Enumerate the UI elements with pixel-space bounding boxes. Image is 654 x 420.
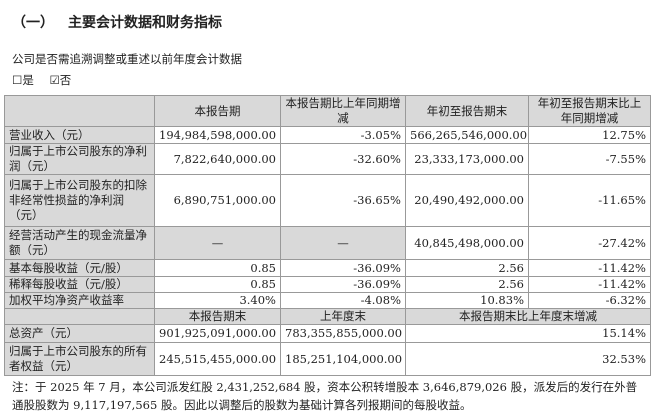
cell: 15.14%	[405, 324, 651, 343]
row-label: 归属于上市公司股东的所有者权益（元）	[4, 342, 155, 376]
cell: 2.56	[405, 259, 529, 277]
cell: -11.42%	[528, 276, 651, 293]
restatement-question: 公司是否需追溯调整或重述以前年度会计数据	[12, 52, 242, 66]
cell: -6.32%	[528, 292, 651, 309]
cell: 12.75%	[528, 126, 651, 144]
cell: -4.08%	[280, 292, 406, 309]
table-row: 加权平均净资产收益率 3.40% -4.08% 10.83% -6.32%	[4, 292, 651, 309]
cell: 32.53%	[405, 342, 651, 376]
cell: 23,333,173,000.00	[405, 143, 529, 175]
cell: -32.60%	[280, 143, 406, 175]
cell: -3.05%	[280, 126, 406, 144]
cell: 3.40%	[154, 292, 281, 309]
header-cell: 本报告期末	[154, 308, 281, 325]
cell: 10.83%	[405, 292, 529, 309]
section-number: （一）	[12, 15, 54, 31]
footnote: 注：于 2025 年 7 月，本公司派发红股 2,431,252,684 股，资…	[12, 380, 638, 412]
table-row: 总资产（元） 901,925,091,000.00 783,355,855,00…	[4, 324, 651, 343]
cell: -36.65%	[280, 174, 406, 227]
cell: -11.42%	[528, 259, 651, 277]
row-label: 归属于上市公司股东的扣除非经常性损益的净利润（元）	[4, 174, 155, 227]
checked-box-icon: ☑	[49, 73, 60, 87]
cell: 783,355,855,000.00	[280, 324, 406, 343]
row-label: 经营活动产生的现金流量净额（元）	[4, 226, 155, 260]
cell: —	[154, 226, 281, 260]
cell: 6,890,751,000.00	[154, 174, 281, 227]
cell: -36.09%	[280, 276, 406, 293]
row-label: 营业收入（元）	[4, 126, 155, 144]
section-title-text: 主要会计数据和财务指标	[68, 15, 222, 31]
cell: -27.42%	[528, 226, 651, 260]
table-header-row: 本报告期 本报告期比上年同期增减 年初至报告期末 年初至报告期末比上年同期增减	[4, 95, 651, 127]
table-row: 经营活动产生的现金流量净额（元） — — 40,845,498,000.00 -…	[4, 226, 651, 260]
cell: 7,822,640,000.00	[154, 143, 281, 175]
cell: 185,251,104,000.00	[280, 342, 406, 376]
row-label: 总资产（元）	[4, 324, 155, 343]
section-title: （一） 主要会计数据和财务指标	[12, 12, 222, 32]
header-cell: 上年度末	[280, 308, 406, 325]
cell: -11.65%	[528, 174, 651, 227]
header-cell: 年初至报告期末比上年同期增减	[528, 95, 651, 127]
cell: —	[280, 226, 406, 260]
table-row: 稀释每股收益（元/股） 0.85 -36.09% 2.56 -11.42%	[4, 276, 651, 293]
cell: 0.85	[154, 259, 281, 277]
header-cell	[4, 308, 155, 325]
unchecked-box-icon: ☐	[12, 73, 23, 87]
header-cell: 本报告期末比上年度末增减	[405, 308, 651, 325]
cell: 2.56	[405, 276, 529, 293]
table-row: 营业收入（元） 194,984,598,000.00 -3.05% 566,26…	[4, 126, 651, 144]
row-label: 加权平均净资产收益率	[4, 292, 155, 309]
cell: 20,490,492,000.00	[405, 174, 529, 227]
cell: -36.09%	[280, 259, 406, 277]
financial-data-table: 本报告期 本报告期比上年同期增减 年初至报告期末 年初至报告期末比上年同期增减 …	[4, 95, 651, 376]
table-row: 归属于上市公司股东的净利润（元） 7,822,640,000.00 -32.60…	[4, 143, 651, 175]
header-cell: 年初至报告期末	[405, 95, 529, 127]
option-yes[interactable]: ☐是	[12, 73, 34, 87]
cell: -7.55%	[528, 143, 651, 175]
option-no[interactable]: ☑否	[49, 73, 72, 87]
row-label: 归属于上市公司股东的净利润（元）	[4, 143, 155, 175]
row-label: 基本每股收益（元/股）	[4, 259, 155, 277]
table-row: 归属于上市公司股东的所有者权益（元） 245,515,455,000.00 18…	[4, 342, 651, 376]
cell: 245,515,455,000.00	[154, 342, 281, 376]
cell: 566,265,546,000.00	[405, 126, 529, 144]
restatement-options: ☐是 ☑否	[12, 72, 83, 88]
cell: 194,984,598,000.00	[154, 126, 281, 144]
header-cell	[4, 95, 155, 127]
cell: 40,845,498,000.00	[405, 226, 529, 260]
cell: 901,925,091,000.00	[154, 324, 281, 343]
table-subheader-row: 本报告期末 上年度末 本报告期末比上年度末增减	[4, 308, 651, 325]
header-cell: 本报告期比上年同期增减	[280, 95, 406, 127]
table-row: 基本每股收益（元/股） 0.85 -36.09% 2.56 -11.42%	[4, 259, 651, 277]
header-cell: 本报告期	[154, 95, 281, 127]
row-label: 稀释每股收益（元/股）	[4, 276, 155, 293]
cell: 0.85	[154, 276, 281, 293]
table-row: 归属于上市公司股东的扣除非经常性损益的净利润（元） 6,890,751,000.…	[4, 174, 651, 227]
